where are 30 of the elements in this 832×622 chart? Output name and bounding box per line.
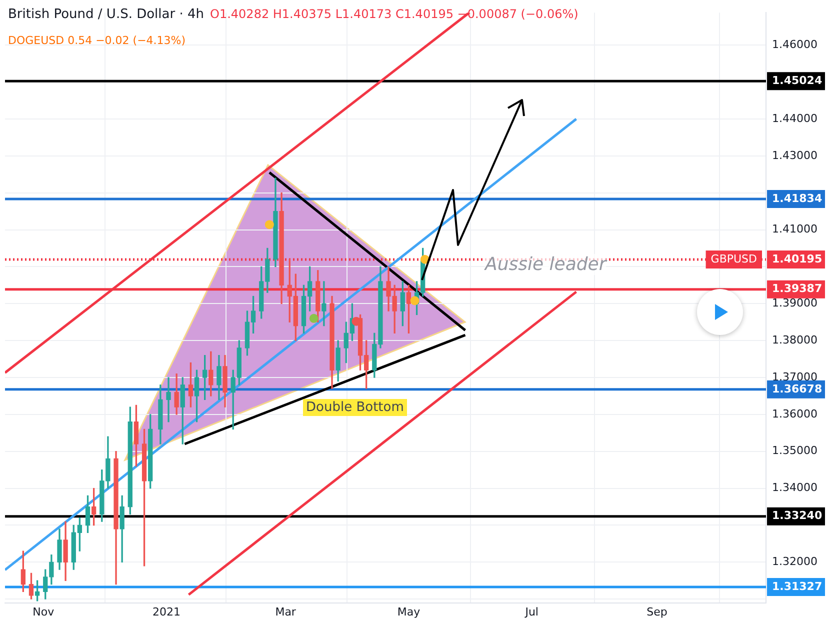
y-tick-label: 1.39000 [772, 296, 818, 310]
ref-line-label: 1.33240 [772, 509, 822, 522]
x-tick-label: Nov [32, 605, 55, 618]
annotation: GBPUSD [710, 252, 758, 266]
y-tick-label: 1.38000 [772, 333, 818, 346]
annotation: DOGEUSD 0.54 −0.02 (−4.13%) [8, 34, 186, 47]
y-tick-label: 1.43000 [772, 148, 818, 162]
ref-line-label: 1.31327 [772, 580, 822, 593]
ref-line-label: 1.45024 [772, 74, 822, 88]
y-tick-label: 1.32000 [772, 555, 818, 568]
ref-line-label: 1.41834 [772, 192, 822, 205]
y-tick-label: 1.41000 [772, 222, 818, 236]
chart-title: British Pound / U.S. Dollar · 4h [8, 7, 204, 22]
annotation: Double Bottom [303, 399, 407, 416]
annotation: Aussie leader [485, 254, 606, 275]
x-tick-label: May [397, 605, 421, 618]
x-tick-label: Sep [646, 605, 668, 618]
y-tick-label: 1.35000 [772, 444, 818, 458]
ref-line-label: 1.40195 [772, 252, 822, 266]
y-tick-label: 1.46000 [772, 38, 818, 51]
x-tick-label: 2021 [152, 605, 180, 618]
ref-line-label: 1.39387 [772, 282, 822, 296]
y-tick-label: 1.44000 [772, 112, 818, 125]
x-tick-label: Jul [524, 605, 538, 618]
ref-line-label: 1.36678 [772, 382, 822, 396]
y-tick-label: 1.34000 [772, 481, 818, 494]
y-tick-label: 1.36000 [772, 407, 818, 420]
y-tick-label: 1.37000 [772, 370, 818, 384]
chart-subtitle: O1.40282 H1.40375 L1.40173 C1.40195 −0.00087 (−0.06%) [210, 7, 578, 21]
x-tick-label: Mar [275, 605, 296, 618]
